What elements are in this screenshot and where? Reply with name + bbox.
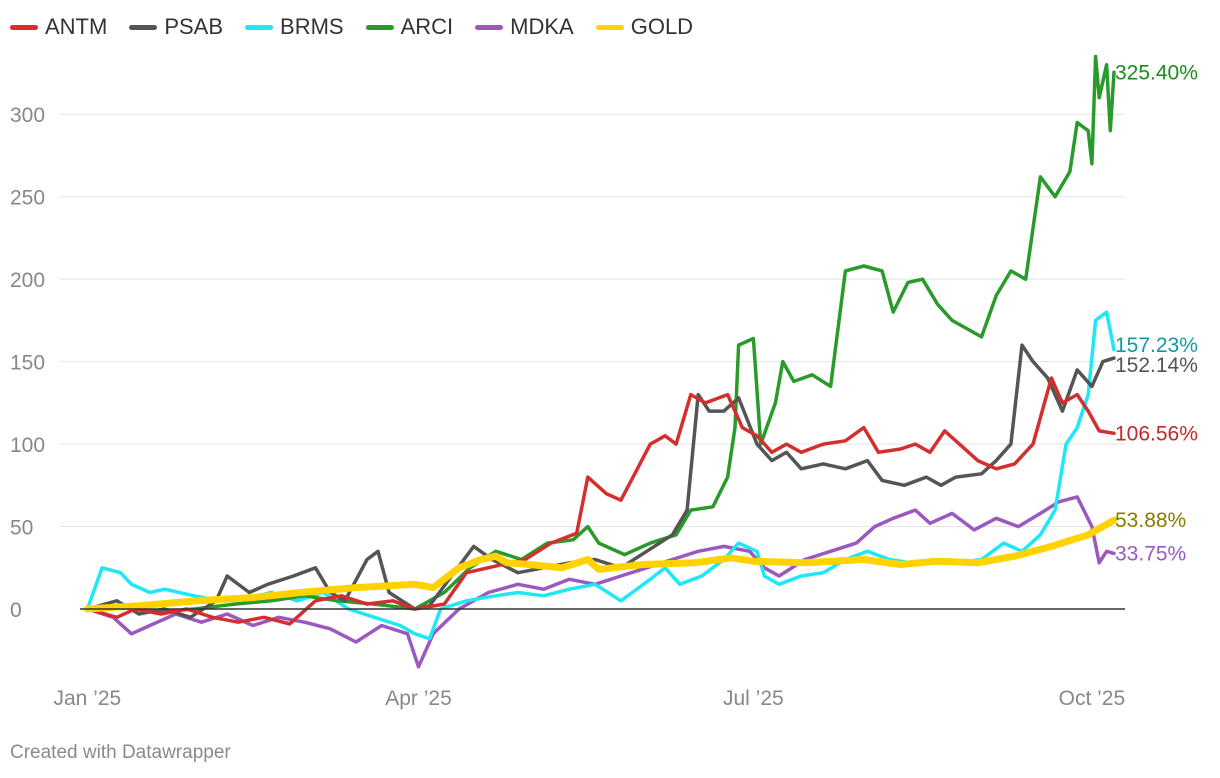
end-label-brms: 157.23%: [1115, 334, 1198, 357]
y-tick-label: 150: [10, 352, 45, 375]
legend-swatch-mdka: [475, 24, 504, 30]
y-tick-label: 50: [10, 517, 33, 540]
x-tick-label: Jul ’25: [723, 687, 784, 710]
x-tick-label: Apr ’25: [385, 687, 452, 710]
end-label-psab: 152.14%: [1115, 354, 1198, 377]
legend-swatch-psab: [129, 24, 158, 30]
legend-swatch-brms: [245, 24, 274, 30]
legend-label-antm: ANTM: [45, 14, 108, 39]
y-tick-label: 100: [10, 434, 45, 457]
legend-label-mdka: MDKA: [510, 14, 574, 39]
series-line-arci: [85, 54, 1116, 615]
legend-item-psab: PSAB: [129, 14, 223, 40]
series-line-psab: [85, 343, 1116, 620]
legend-label-gold: GOLD: [630, 14, 694, 39]
y-tick-label: 200: [10, 269, 45, 292]
legend-item-brms: BRMS: [245, 14, 344, 40]
legend-label-arci: ARCI: [400, 14, 454, 39]
legend-label-brms: BRMS: [280, 14, 344, 39]
x-tick-label: Jan ’25: [53, 687, 121, 710]
y-tick-label: 250: [10, 187, 45, 210]
legend-swatch-arci: [365, 24, 394, 30]
y-tick-label: 300: [10, 104, 45, 127]
end-label-gold: 53.88%: [1115, 509, 1186, 532]
end-label-mdka: 33.75%: [1115, 542, 1186, 565]
series-line-mdka: [85, 495, 1116, 669]
end-label-antm: 106.56%: [1115, 422, 1198, 445]
y-tick-label: 0: [10, 599, 22, 622]
legend-item-mdka: MDKA: [475, 14, 574, 40]
series-line-gold: [83, 516, 1118, 613]
legend-item-arci: ARCI: [365, 14, 454, 40]
legend-item-antm: ANTM: [10, 14, 107, 40]
end-label-arci: 325.40%: [1115, 61, 1198, 84]
chart-legend: ANTM PSAB BRMS ARCI MDKA GOLD: [10, 14, 693, 40]
legend-swatch-gold: [595, 24, 624, 30]
chart-credit: Created with Datawrapper: [10, 742, 231, 763]
x-tick-label: Oct ’25: [1059, 687, 1126, 710]
legend-label-psab: PSAB: [164, 14, 224, 39]
legend-swatch-antm: [10, 24, 38, 30]
legend-item-gold: GOLD: [595, 14, 694, 40]
